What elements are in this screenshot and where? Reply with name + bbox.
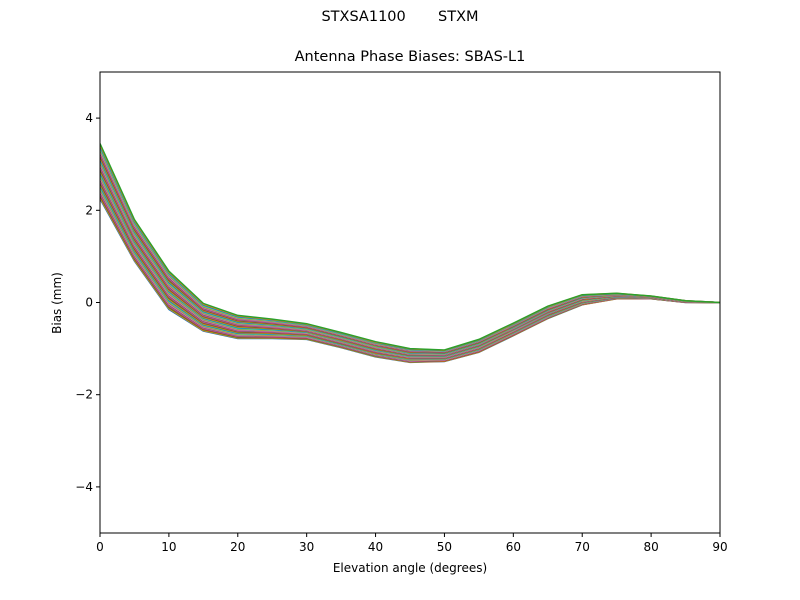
x-tick-label: 10 — [161, 540, 176, 554]
series-line — [100, 182, 720, 360]
series-line-fill — [100, 165, 720, 356]
series-line — [100, 166, 720, 356]
series-line-fill — [100, 173, 720, 357]
series-line — [100, 190, 720, 362]
y-tick-label: 2 — [85, 203, 93, 217]
series-line-fill — [100, 177, 720, 358]
series-line-fill — [100, 180, 720, 359]
y-tick-label: −2 — [75, 388, 93, 402]
series-line-fill — [100, 191, 720, 362]
x-tick-label: 50 — [437, 540, 452, 554]
series-line-fill — [100, 185, 720, 360]
series-line — [100, 198, 720, 364]
series-line-fill — [100, 169, 720, 357]
figure-suptitle: STXSA1100 STXM — [321, 9, 479, 25]
series-line-fill — [100, 193, 720, 362]
x-tick-label: 80 — [643, 540, 658, 554]
series-line-fill — [100, 197, 720, 363]
series-line-fill — [100, 194, 720, 363]
series-line — [100, 143, 720, 351]
x-tick-label: 90 — [712, 540, 727, 554]
chart-title: Antenna Phase Biases: SBAS-L1 — [294, 49, 526, 65]
series-line — [100, 174, 720, 358]
y-tick-label: 4 — [85, 111, 93, 125]
series-line-fill — [100, 167, 720, 357]
series-line-fill — [100, 172, 720, 357]
x-axis-label: Elevation angle (degrees) — [332, 561, 488, 575]
series-line-fill — [100, 170, 720, 357]
x-tick-label: 60 — [506, 540, 521, 554]
x-tick-label: 0 — [96, 540, 104, 554]
series-line-fill — [100, 189, 720, 361]
series-line-fill — [100, 187, 720, 361]
series-line-fill — [100, 164, 720, 356]
series-line-fill — [100, 195, 720, 363]
y-tick-label: 0 — [85, 296, 93, 310]
series-line-fill — [100, 181, 720, 359]
x-tick-label: 40 — [368, 540, 383, 554]
x-tick-label: 30 — [299, 540, 314, 554]
y-tick-label: −4 — [75, 480, 93, 494]
y-axis-label: Bias (mm) — [50, 272, 64, 334]
x-tick-label: 70 — [575, 540, 590, 554]
x-tick-label: 20 — [230, 540, 245, 554]
series-line-fill — [100, 184, 720, 360]
series-line-fill — [100, 186, 720, 361]
series-line-fill — [100, 176, 720, 358]
series-line-fill — [100, 178, 720, 359]
